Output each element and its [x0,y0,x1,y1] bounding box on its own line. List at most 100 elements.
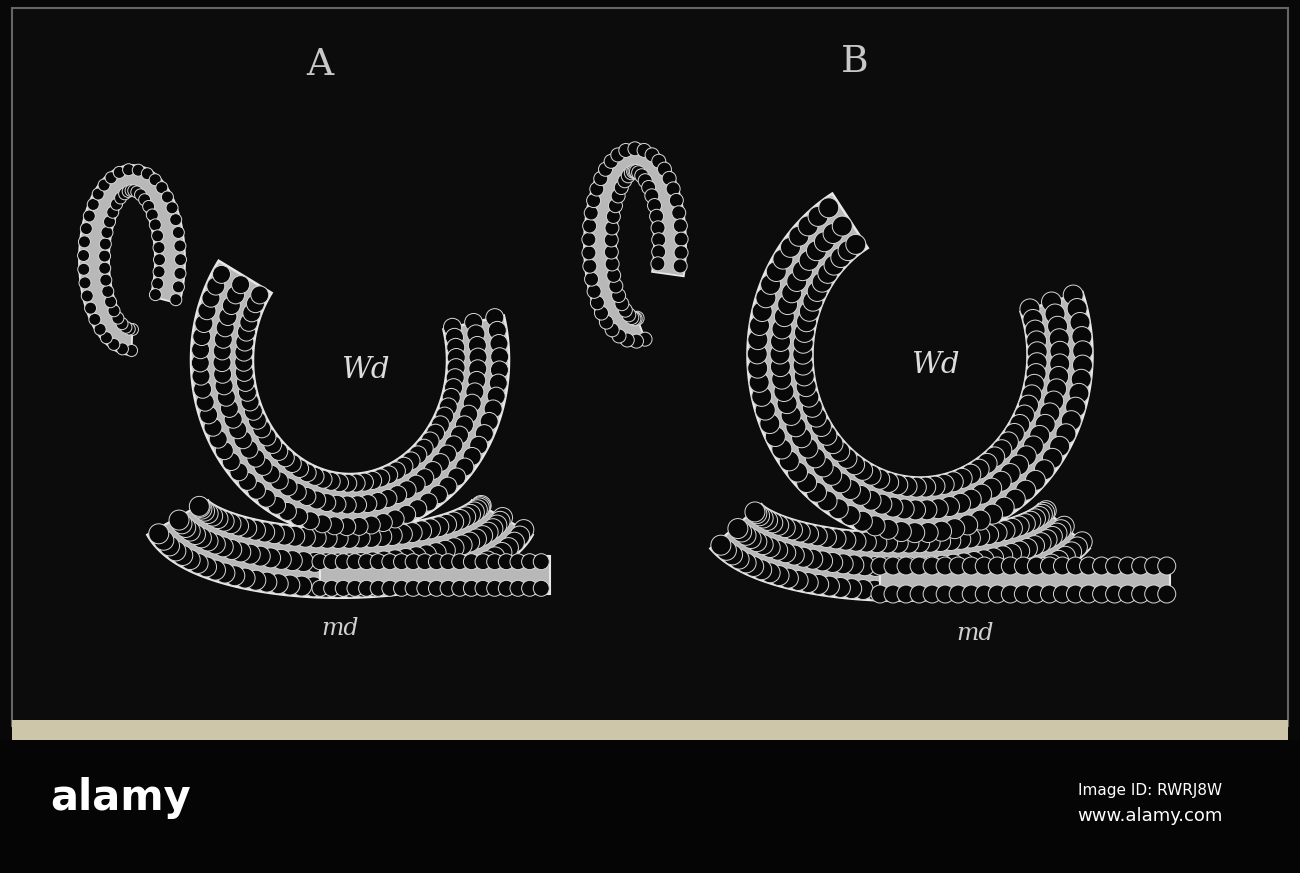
Circle shape [760,274,780,294]
Circle shape [979,525,998,545]
Circle shape [1045,304,1065,324]
Circle shape [484,400,502,418]
Circle shape [389,485,407,504]
Circle shape [521,553,538,570]
Circle shape [1132,557,1149,575]
Circle shape [445,436,463,454]
Circle shape [240,544,260,564]
Circle shape [763,512,783,533]
Circle shape [1001,557,1019,575]
Circle shape [988,585,1006,603]
Circle shape [1000,464,1021,484]
Circle shape [174,267,186,279]
Circle shape [775,306,794,327]
Circle shape [1049,329,1069,348]
Circle shape [198,504,218,524]
Circle shape [1118,585,1136,603]
Circle shape [469,554,489,574]
Circle shape [1014,585,1032,603]
Circle shape [786,272,807,292]
Circle shape [1053,557,1071,575]
Circle shape [204,418,222,436]
Circle shape [94,323,107,335]
Circle shape [662,171,676,185]
Circle shape [469,360,486,378]
Circle shape [998,569,1018,589]
Circle shape [1132,585,1149,603]
Circle shape [341,577,360,597]
Circle shape [382,581,398,596]
Circle shape [1027,585,1045,603]
Circle shape [87,198,99,210]
Circle shape [809,574,828,595]
Circle shape [153,254,165,265]
Circle shape [451,581,468,596]
Circle shape [751,387,772,406]
Circle shape [606,210,620,223]
Circle shape [460,405,477,423]
Circle shape [451,561,472,581]
Circle shape [174,240,186,252]
Circle shape [651,257,664,271]
Circle shape [463,553,480,570]
Circle shape [836,530,855,550]
Circle shape [1002,519,1022,539]
Circle shape [370,553,386,570]
Circle shape [1049,367,1069,387]
Text: www.alamy.com: www.alamy.com [1078,807,1223,825]
Circle shape [1072,355,1092,375]
Circle shape [1014,557,1032,575]
Circle shape [347,474,365,492]
Circle shape [777,294,798,314]
Circle shape [255,522,274,542]
Circle shape [214,330,233,348]
Circle shape [871,585,889,603]
Circle shape [489,321,506,340]
Circle shape [940,497,959,517]
Circle shape [442,388,460,407]
Circle shape [364,471,382,490]
Circle shape [628,164,642,178]
Circle shape [923,557,941,575]
Circle shape [905,523,924,543]
Circle shape [772,319,792,339]
Circle shape [443,512,464,532]
Circle shape [1030,506,1049,526]
Circle shape [339,553,360,573]
Polygon shape [747,194,1092,542]
Circle shape [1041,554,1061,574]
Circle shape [1040,557,1058,575]
Circle shape [1041,292,1062,312]
Circle shape [374,513,393,532]
Circle shape [1027,353,1046,373]
Circle shape [793,547,814,567]
Circle shape [438,445,456,463]
Circle shape [831,473,850,493]
Circle shape [805,448,826,468]
Circle shape [766,262,786,281]
Circle shape [744,556,763,576]
Circle shape [638,174,653,188]
Circle shape [994,520,1015,540]
Circle shape [306,553,325,573]
Circle shape [451,553,468,570]
Circle shape [117,343,129,354]
Circle shape [790,522,810,542]
Circle shape [385,550,406,570]
Circle shape [460,505,481,525]
Circle shape [822,465,841,485]
Circle shape [672,206,685,220]
Circle shape [510,581,526,596]
Circle shape [819,198,838,217]
Circle shape [347,553,363,570]
Circle shape [143,201,155,212]
Circle shape [382,553,398,570]
Circle shape [807,526,827,546]
Circle shape [216,319,234,337]
Circle shape [369,492,387,511]
Bar [12,8,1288,726]
Circle shape [247,481,265,499]
Circle shape [161,191,173,203]
Circle shape [101,226,113,238]
Circle shape [142,168,153,180]
